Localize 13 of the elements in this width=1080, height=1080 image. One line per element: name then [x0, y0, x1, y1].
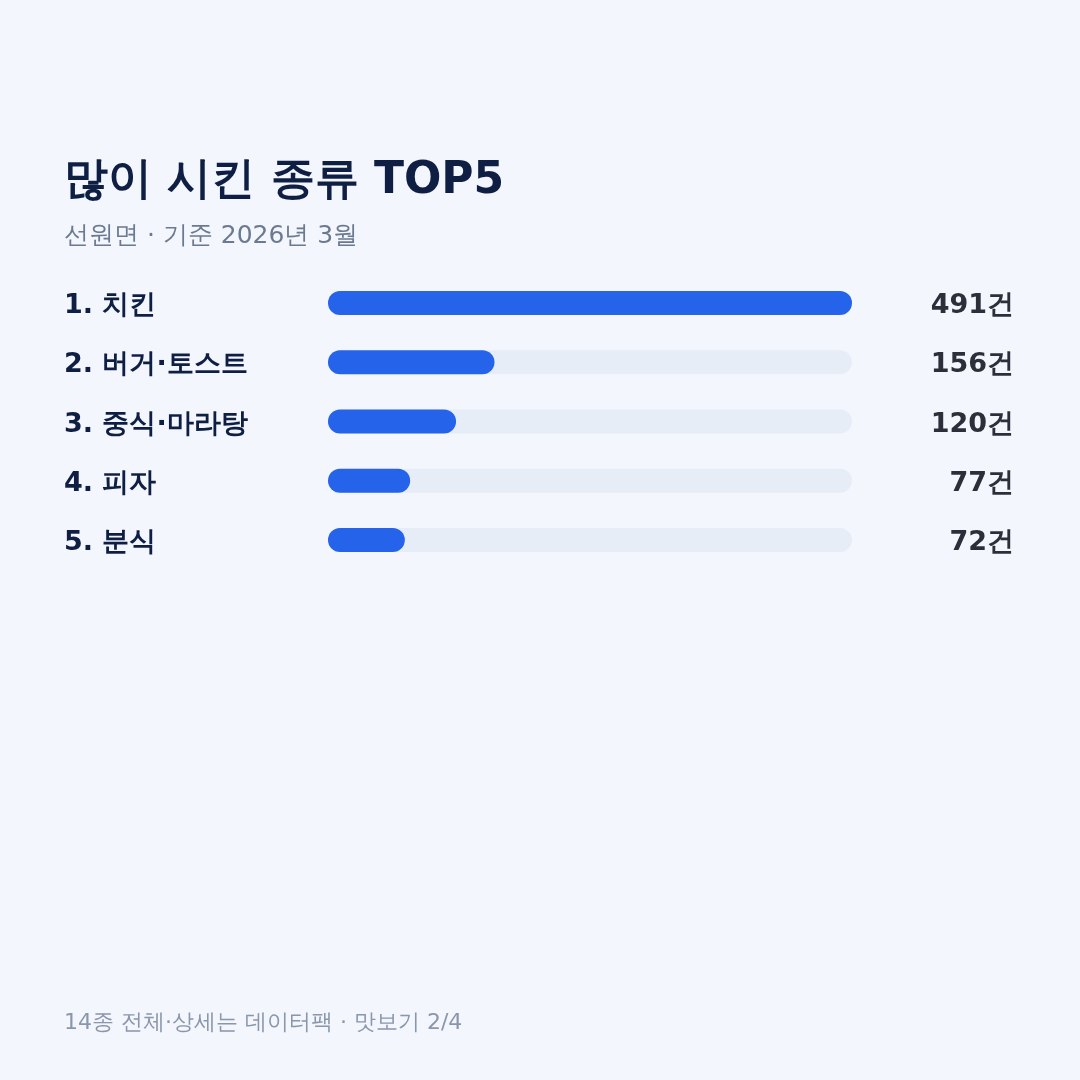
- title: 많이 시킨 종류 TOP5: [64, 152, 505, 203]
- value-label: 72건: [949, 525, 1014, 556]
- value-label: 77건: [949, 465, 1014, 497]
- category: 2. 버거·토스트: [64, 347, 248, 379]
- annotation: 14종 전체·상세는 데이터팩 · 맛보기 2/4: [64, 1009, 463, 1034]
- value-label: 156건: [930, 347, 1014, 379]
- category: 5. 분식: [64, 525, 157, 556]
- value-label: 120건: [930, 406, 1014, 438]
- category: 4. 피자: [64, 465, 157, 497]
- subtitle: 선원면 · 기준 2026년 3월: [64, 220, 359, 249]
- category: 1. 치킨: [64, 288, 157, 319]
- category: 3. 중식·마라탕: [64, 406, 248, 438]
- value-label: 491건: [930, 288, 1014, 319]
